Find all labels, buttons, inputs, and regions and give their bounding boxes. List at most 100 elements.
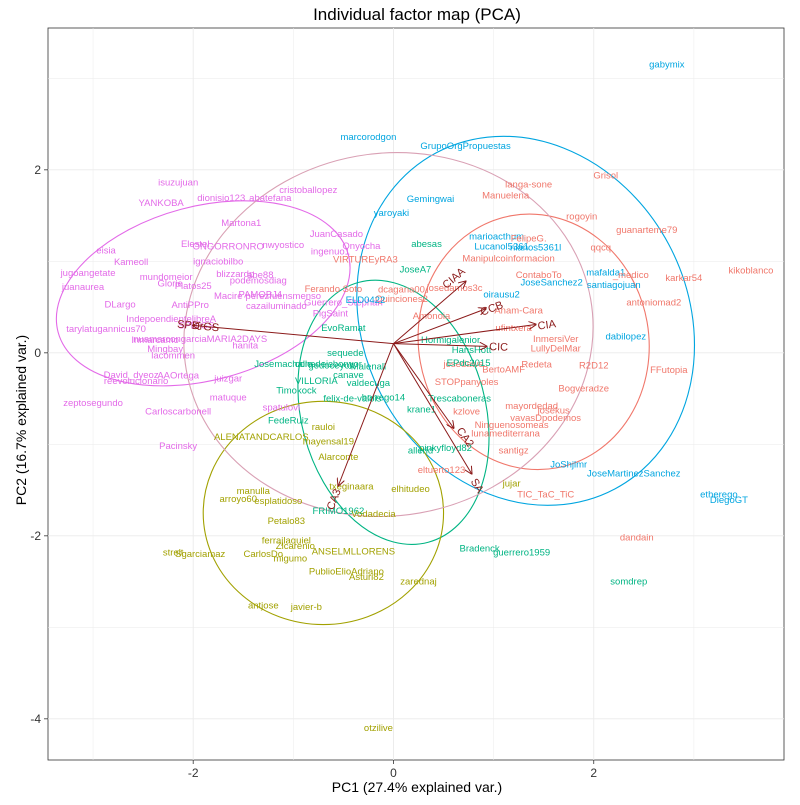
point-label: Martona1 — [221, 218, 261, 229]
arrow-line — [393, 309, 485, 345]
point-label: spatulovi — [263, 403, 301, 414]
point-label: tarylatugannicus70 — [66, 324, 146, 335]
point-label: eltuerto123 — [418, 465, 466, 476]
point-label: lacommen — [151, 351, 195, 362]
point-label: Kameoll — [114, 257, 148, 268]
point-label: mayensal19 — [303, 437, 354, 448]
point-label: Redeta — [521, 360, 552, 371]
point-label: Josemachallo — [254, 359, 312, 370]
point-label: langa-sone — [505, 179, 552, 190]
ellipse-blue — [356, 135, 696, 506]
point-label: ONGORRONRO — [193, 242, 264, 253]
point-label: PublioElioAdriano — [309, 567, 384, 578]
point-label: FedeRuiz — [268, 416, 309, 427]
point-label: jugoangetate — [60, 268, 116, 279]
point-label: dcagana00 — [378, 285, 425, 296]
grid-lines — [47, 27, 785, 761]
point-label: guanarteme79 — [616, 225, 677, 236]
point-label: PAMOBJ4 — [238, 289, 282, 300]
point-label: oirausu2 — [483, 289, 519, 300]
point-label: Ferando Soto — [305, 284, 363, 295]
arrow-line — [393, 344, 486, 347]
point-label: Asturi82 — [349, 572, 384, 583]
point-label: marioacthum — [469, 232, 524, 243]
point-label: ingenuo1 — [311, 246, 350, 257]
point-label: gabymix — [649, 60, 685, 71]
point-label: zeptosegundo — [63, 398, 123, 409]
point-label: arroyo60 — [220, 494, 258, 505]
point-label: felix-de-valois — [323, 394, 381, 405]
point-label: nianos5361l — [510, 243, 561, 254]
point-label: abatefana — [249, 193, 292, 204]
point-label: abesas — [411, 239, 442, 250]
arrow-line — [338, 343, 394, 486]
arrow-line — [393, 343, 453, 428]
point-label: VILLORIA — [295, 376, 338, 387]
point-label: somdrep — [610, 577, 647, 588]
point-label: reevolucionario — [104, 376, 168, 387]
point-label: krane1 — [407, 405, 436, 416]
point-label: ELD0422 — [346, 295, 386, 306]
point-label: TIC_TaC_TiC — [517, 490, 574, 501]
point-label: Hormigalenior — [421, 335, 480, 346]
point-label: Platos25 — [175, 281, 212, 292]
ellipse-green — [297, 279, 490, 545]
point-label: ufintxera — [495, 323, 532, 334]
point-label: perezfuensmenso — [246, 291, 322, 302]
point-label: PigSaint — [313, 308, 349, 319]
point-label: esplatidoso — [254, 496, 302, 507]
ellipse-magenta — [55, 200, 351, 387]
point-label: juizgar — [213, 373, 242, 384]
point-label: BertoAMF — [482, 364, 525, 375]
point-label: Inmarcamo — [131, 335, 179, 346]
point-label: eisia — [96, 245, 116, 256]
point-label: Pacinsky — [159, 441, 197, 452]
point-label: manulla — [237, 486, 271, 497]
point-label: HansHott — [452, 345, 492, 356]
ellipse-salmon — [417, 213, 650, 471]
point-label: IndepoendientelibreA — [126, 314, 216, 325]
point-label: nuamarcongarciaMARIA2DAYS — [133, 334, 267, 345]
point-label: santiagojuan — [587, 280, 641, 291]
point-label: matuque — [210, 393, 247, 404]
chart-title: Individual factor map (PCA) — [313, 5, 521, 24]
point-label: YANKOBA — [139, 198, 185, 209]
point-label: Quinciones2 — [375, 294, 428, 305]
point-label: Carloscarbonell — [145, 406, 211, 417]
point-label: ignaciobilbo — [193, 256, 243, 267]
point-label: Glorie — [157, 278, 182, 289]
arrow-line — [393, 343, 471, 474]
x-tick-label: 0 — [390, 766, 397, 780]
point-label: Mingbay — [147, 344, 183, 355]
point-label: cristoballopez — [279, 185, 337, 196]
point-label: FRIMO1962 — [313, 506, 365, 517]
point-label: JoseMartinezSanchez — [587, 469, 681, 480]
point-label: Elestel — [181, 239, 210, 250]
point-label: yaroyaki — [374, 208, 409, 219]
point-label: DLargo — [105, 299, 136, 310]
point-label: dionisio123 — [197, 193, 245, 204]
point-label: AntiPPro — [171, 300, 209, 311]
point-label: Vodadecia — [351, 509, 396, 520]
point-label: ContaboTo — [516, 270, 562, 281]
point-label: FelipeG. — [511, 233, 547, 244]
point-label: DiegoGT — [710, 495, 748, 506]
point-label: mafalda1 — [586, 267, 625, 278]
point-label: Grisol — [593, 170, 618, 181]
point-label: Bradenck — [460, 544, 500, 555]
axis-ticks: -2 0 2 -4 -2 0 2 — [30, 163, 597, 780]
x-tick-label: -2 — [188, 766, 199, 780]
y-tick-label: 2 — [34, 163, 41, 177]
point-label: Sgarciamaz — [175, 549, 225, 560]
point-label: isuzujuan — [158, 178, 198, 189]
arrow-label: CIA — [537, 318, 557, 332]
y-tick-label: -2 — [30, 529, 41, 543]
arrow-label: SPDrGS — [177, 318, 220, 334]
point-label: Macire — [214, 291, 243, 302]
point-label: valdecuga — [347, 378, 391, 389]
point-label: EvoRamat — [321, 323, 366, 334]
point-label: cazailuminado — [246, 301, 307, 312]
point-label: Anam-Cara — [494, 306, 543, 317]
